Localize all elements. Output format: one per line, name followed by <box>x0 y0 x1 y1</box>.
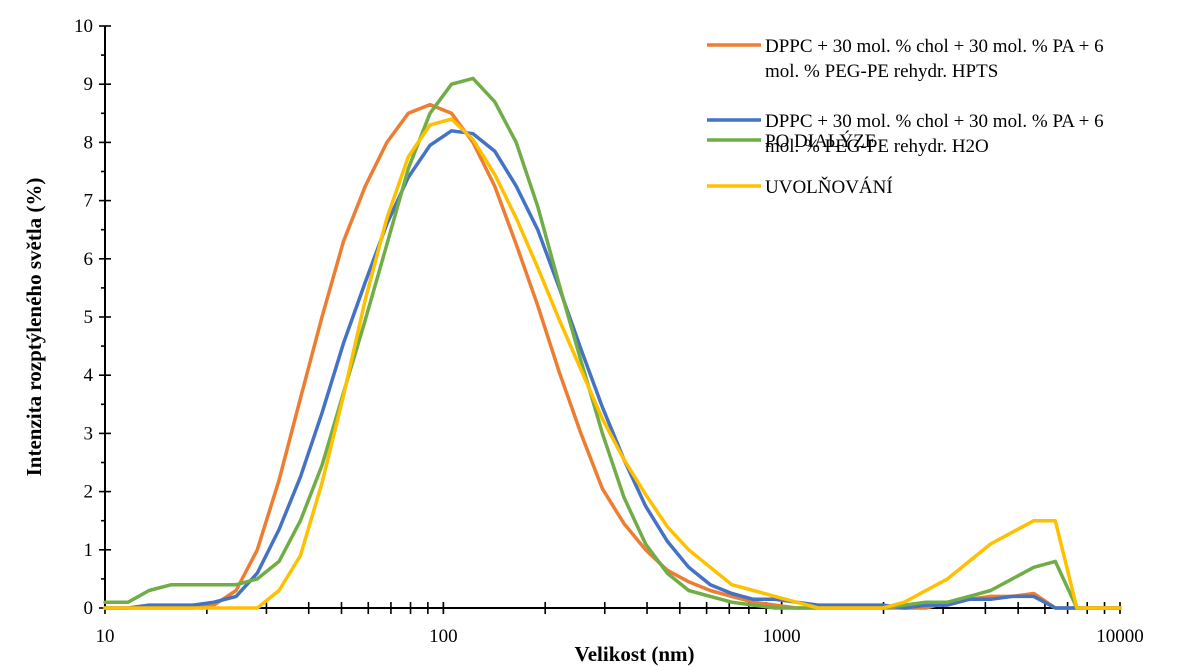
y-tick-label: 1 <box>84 540 94 561</box>
y-tick-label: 9 <box>84 74 94 95</box>
series-line-3 <box>103 76 1122 610</box>
y-tick-label: 10 <box>74 16 93 37</box>
y-tick-label: 2 <box>84 482 94 503</box>
legend-label-line: PO DIALÝZE <box>765 130 876 152</box>
legend-label-3: PO DIALÝZE <box>765 130 876 152</box>
legend-label-4: UVOLŇOVÁNÍ <box>765 176 893 198</box>
y-tick-label: 4 <box>84 365 94 386</box>
legend-label-line: DPPC + 30 mol. % chol + 30 mol. % PA + 6 <box>765 111 1108 132</box>
legend-label-line: mol. % PEG-PE rehydr. H2O <box>765 136 989 157</box>
axis-tick-labels: 0 1 2 3 4 5 6 7 8 9 10 10 100 1000 10000 <box>74 16 1144 647</box>
y-tick-label: 6 <box>84 249 94 270</box>
y-tick-label: 0 <box>84 598 94 619</box>
legend-label-2: DPPC + 30 mol. % chol + 30 mol. % PA + 6… <box>765 111 1108 157</box>
x-tick-label: 1000 <box>763 626 801 647</box>
x-tick-label: 100 <box>429 626 458 647</box>
y-tick-label: 5 <box>84 307 94 328</box>
series-line-4 <box>103 117 1122 610</box>
legend: DPPC + 30 mol. % chol + 30 mol. % PA + 6… <box>707 36 1108 198</box>
legend-label-1: DPPC + 30 mol. % chol + 30 mol. % PA + 6… <box>765 36 1108 82</box>
series-line-2 <box>103 129 1122 610</box>
series-line-1 <box>103 102 1122 610</box>
y-tick-label: 7 <box>84 191 94 212</box>
x-axis-title: Velikost (nm) <box>575 642 695 666</box>
y-axis-title: Intenzita rozptýleného světla (%) <box>22 178 46 477</box>
y-tick-label: 3 <box>84 423 94 444</box>
series-lines <box>103 76 1122 610</box>
legend-label-line: UVOLŇOVÁNÍ <box>765 176 893 198</box>
legend-label-line: mol. % PEG-PE rehydr. HPTS <box>765 61 998 82</box>
x-tick-label: 10000 <box>1096 626 1144 647</box>
y-tick-label: 8 <box>84 132 94 153</box>
x-tick-label: 10 <box>96 626 115 647</box>
legend-label-line: DPPC + 30 mol. % chol + 30 mol. % PA + 6 <box>765 36 1108 57</box>
